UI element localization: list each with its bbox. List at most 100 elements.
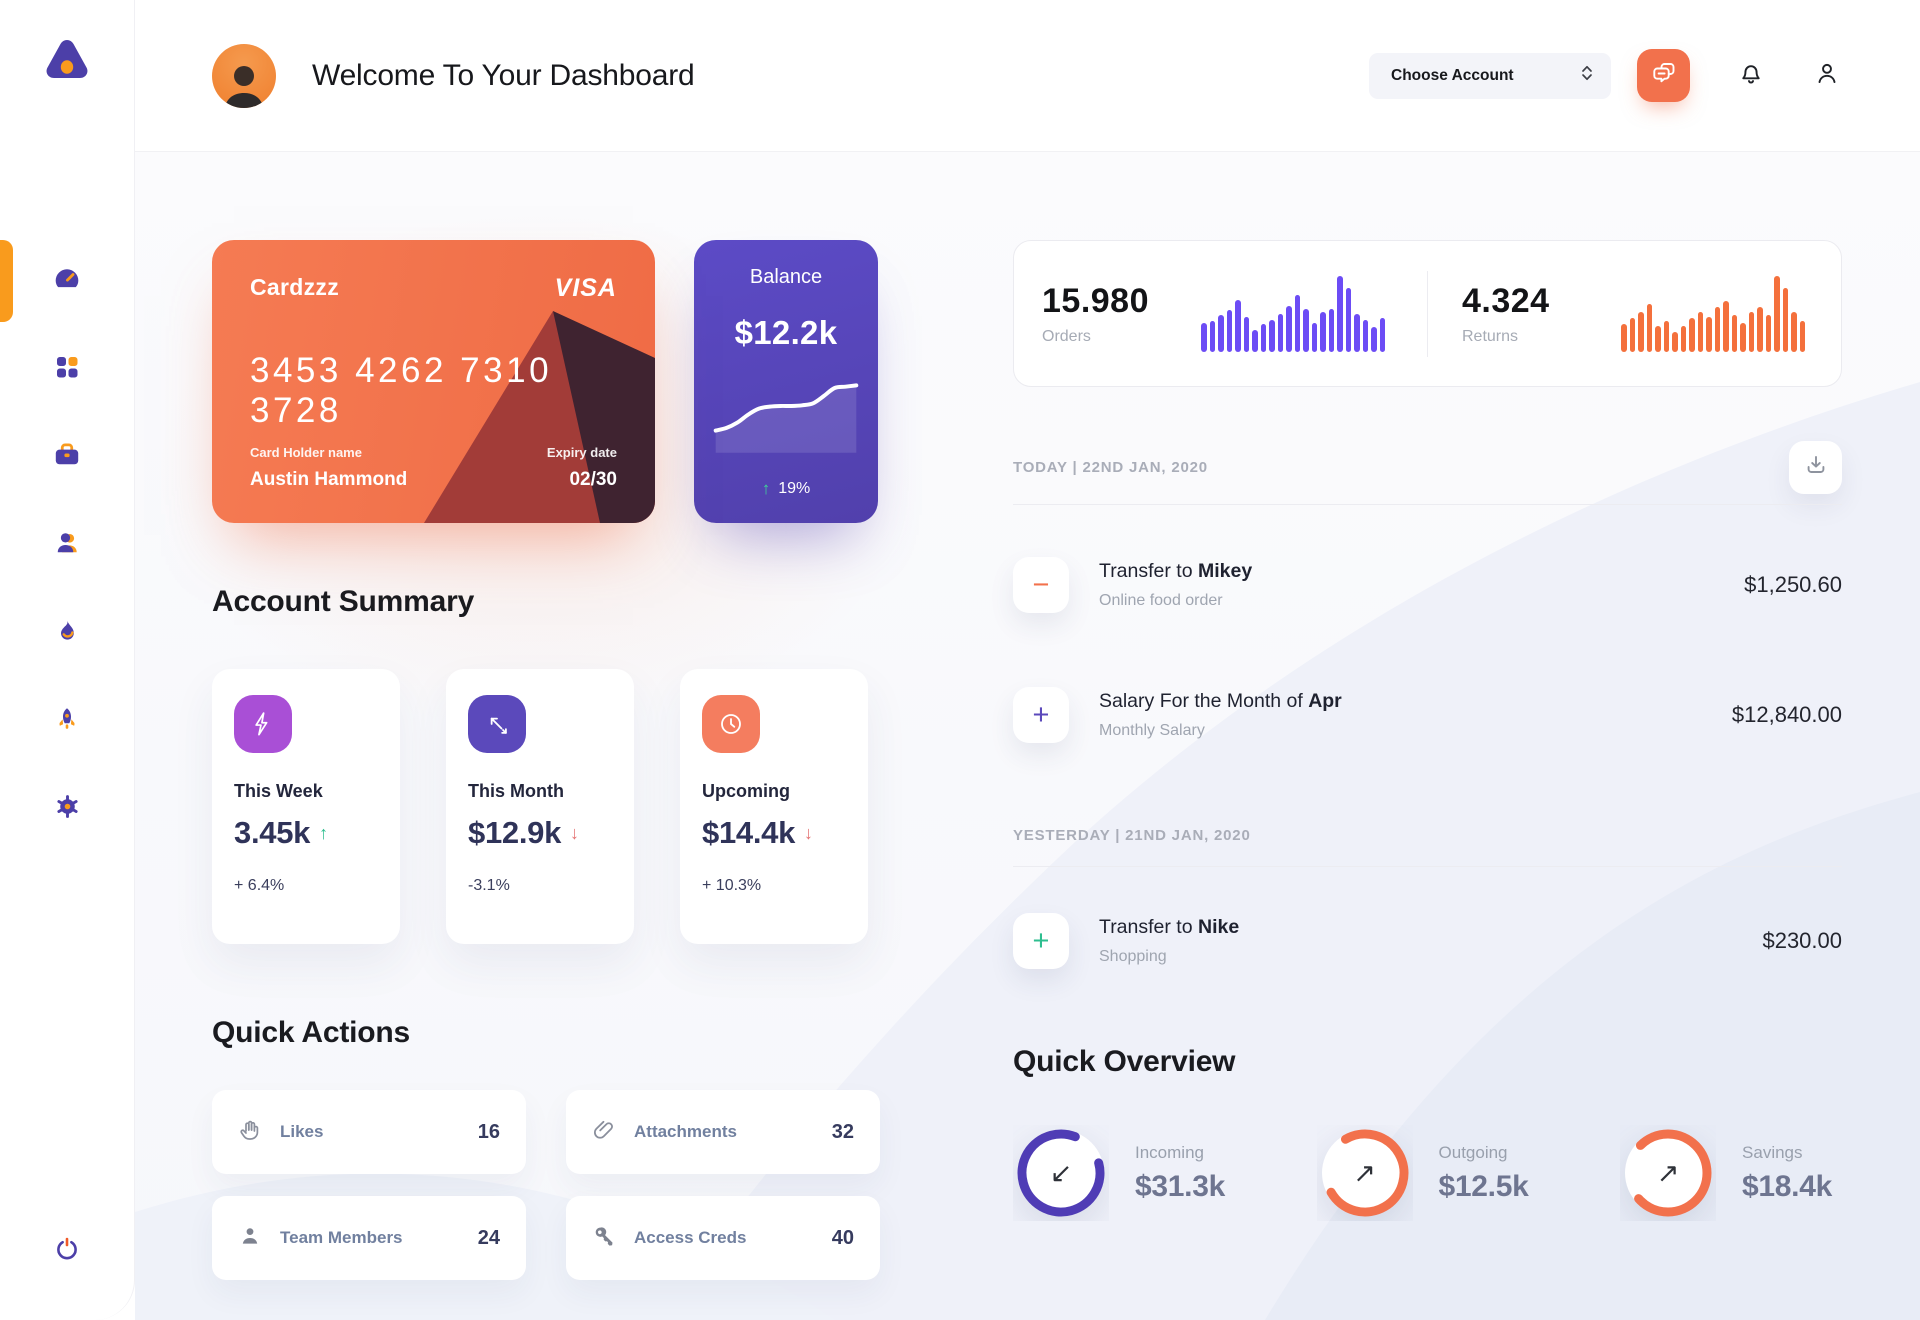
quick-action-attachments[interactable]: Attachments 32 bbox=[566, 1090, 880, 1174]
account-summary-title: Account Summary bbox=[212, 585, 475, 618]
transaction-row-nike[interactable]: + Transfer to Nike Shopping $230.00 bbox=[1013, 913, 1842, 969]
summary-label: This Week bbox=[234, 781, 323, 801]
card-holder-name: Austin Hammond bbox=[250, 469, 408, 490]
account-select[interactable]: Choose Account bbox=[1369, 52, 1611, 99]
quick-overview-rings: ↙ Incoming $31.3k ↗ bbox=[1013, 1125, 1842, 1221]
expiry-value: 02/30 bbox=[569, 469, 617, 490]
transaction-subtitle: Shopping bbox=[1099, 948, 1167, 965]
transaction-title: Transfer to Mikey bbox=[1099, 560, 1253, 582]
summary-cards: This Week 3.45k ↑ + 6.4% This Month bbox=[212, 669, 880, 944]
main-area: Welcome To Your Dashboard Choose Account bbox=[135, 0, 1920, 1320]
account-select-label: Choose Account bbox=[1391, 66, 1514, 84]
dashboard-speedometer-icon bbox=[53, 265, 81, 298]
gear-icon bbox=[54, 793, 81, 825]
stats-card: 15.980 Orders 4.324 Returns bbox=[1013, 240, 1842, 387]
download-button[interactable] bbox=[1789, 441, 1842, 494]
transaction-sign: + bbox=[1032, 698, 1050, 731]
card-triangles bbox=[424, 311, 655, 523]
returns-value: 4.324 bbox=[1462, 281, 1550, 320]
quick-action-label: Attachments bbox=[634, 1122, 737, 1141]
returns-label: Returns bbox=[1462, 327, 1519, 345]
balance-title: Balance bbox=[749, 266, 823, 288]
summary-card-this-month: This Month $12.9k ↓ -3.1% bbox=[446, 669, 634, 944]
sidebar-item-launch[interactable] bbox=[0, 688, 134, 754]
arrow-up-right-icon: ↗ bbox=[1656, 1157, 1680, 1188]
summary-value: 3.45k bbox=[234, 815, 311, 850]
incoming-stat: ↙ Incoming $31.3k bbox=[1013, 1125, 1225, 1221]
transaction-row-salary[interactable]: + Salary For the Month of Apr Monthly Sa… bbox=[1013, 687, 1842, 743]
trend-up-icon: ↑ bbox=[319, 822, 329, 843]
chat-button[interactable] bbox=[1637, 49, 1690, 102]
summary-label: This Month bbox=[468, 781, 564, 801]
user-avatar bbox=[212, 43, 276, 108]
transaction-subtitle: Monthly Salary bbox=[1099, 722, 1205, 739]
balance-value: $12.2k bbox=[734, 314, 838, 351]
orders-bar-chart bbox=[1201, 275, 1385, 352]
power-icon bbox=[53, 1237, 81, 1267]
notifications-button[interactable] bbox=[1736, 59, 1766, 92]
left-column: Cardzzz VISA 3453 4262 7310 3728 Card Ho… bbox=[212, 240, 880, 1320]
quick-action-label: Likes bbox=[280, 1122, 324, 1141]
plus-icon: + bbox=[1013, 687, 1069, 743]
flame-icon bbox=[54, 618, 80, 649]
briefcase-icon bbox=[53, 441, 81, 474]
returns-bar-chart bbox=[1621, 275, 1805, 352]
clock-icon bbox=[702, 695, 760, 753]
sidebar-item-team[interactable] bbox=[0, 512, 134, 578]
quick-action-access-creds[interactable]: Access Creds 40 bbox=[566, 1196, 880, 1280]
header: Welcome To Your Dashboard Choose Account bbox=[135, 0, 1920, 152]
transaction-row-mikey[interactable]: − Transfer to Mikey Online food order $1… bbox=[1013, 557, 1842, 613]
plus-icon: + bbox=[1013, 913, 1069, 969]
quick-action-count: 16 bbox=[477, 1120, 500, 1143]
outgoing-stat: ↗ Outgoing $12.5k bbox=[1317, 1125, 1529, 1221]
quick-action-team-members[interactable]: Team Members 24 bbox=[212, 1196, 526, 1280]
app-logo-icon bbox=[36, 30, 98, 92]
logout-button[interactable] bbox=[53, 1235, 81, 1268]
balance-trend-chart bbox=[713, 383, 859, 453]
balance-card: Balance $12.2k ↑ 19% bbox=[694, 240, 878, 523]
trend-down-icon: ↓ bbox=[570, 822, 580, 843]
ring-label: Outgoing bbox=[1438, 1142, 1508, 1162]
summary-card-this-week: This Week 3.45k ↑ + 6.4% bbox=[212, 669, 400, 944]
chat-bubbles-icon bbox=[1650, 61, 1677, 91]
transaction-title: Transfer to Nike bbox=[1099, 916, 1240, 938]
date-label-today: TODAY | 22ND JAN, 2020 bbox=[1013, 459, 1208, 476]
profile-button[interactable] bbox=[1812, 59, 1842, 92]
minus-icon: − bbox=[1013, 557, 1069, 613]
transaction-amount: $12,840.00 bbox=[1731, 702, 1842, 727]
sidebar-item-apps[interactable] bbox=[0, 336, 134, 402]
quick-action-count: 32 bbox=[831, 1120, 854, 1143]
ring-label: Savings bbox=[1742, 1142, 1803, 1162]
quick-action-count: 24 bbox=[477, 1226, 500, 1249]
person-icon bbox=[53, 529, 81, 562]
arrow-up-right-icon: ↗ bbox=[1353, 1157, 1376, 1188]
transaction-sign: − bbox=[1032, 568, 1050, 601]
sidebar-item-settings[interactable] bbox=[0, 776, 134, 842]
member-icon bbox=[238, 1224, 262, 1253]
sidebar-nav bbox=[0, 240, 134, 842]
page-title: Welcome To Your Dashboard bbox=[312, 58, 695, 92]
card-name: Cardzzz bbox=[250, 274, 340, 300]
summary-label: Upcoming bbox=[702, 781, 790, 801]
sidebar-item-work[interactable] bbox=[0, 424, 134, 490]
quick-overview-title: Quick Overview bbox=[1013, 1045, 1236, 1078]
date-label-yesterday: YESTERDAY | 21ND JAN, 2020 bbox=[1013, 827, 1251, 844]
orders-stat: 15.980 Orders bbox=[1042, 275, 1393, 352]
arrow-down-left-icon: ↙ bbox=[1049, 1157, 1073, 1188]
sidebar-item-dashboard[interactable] bbox=[0, 240, 134, 322]
quick-action-count: 40 bbox=[831, 1226, 854, 1249]
savings-ring-chart: ↗ bbox=[1620, 1125, 1716, 1221]
transaction-subtitle: Online food order bbox=[1099, 592, 1223, 609]
credit-card: Cardzzz VISA 3453 4262 7310 3728 Card Ho… bbox=[212, 240, 655, 523]
summary-value: $12.9k bbox=[468, 815, 562, 850]
returns-stat: 4.324 Returns bbox=[1462, 275, 1813, 352]
summary-change: -3.1% bbox=[468, 877, 510, 894]
ring-label: Incoming bbox=[1135, 1142, 1204, 1162]
bell-icon bbox=[1736, 59, 1766, 92]
up-arrow-icon: ↑ bbox=[761, 479, 771, 498]
sidebar-item-activity[interactable] bbox=[0, 600, 134, 666]
quick-actions-grid: Likes 16 Attachments 32 bbox=[212, 1090, 880, 1280]
divider bbox=[1013, 866, 1842, 867]
quick-action-likes[interactable]: Likes 16 bbox=[212, 1090, 526, 1174]
